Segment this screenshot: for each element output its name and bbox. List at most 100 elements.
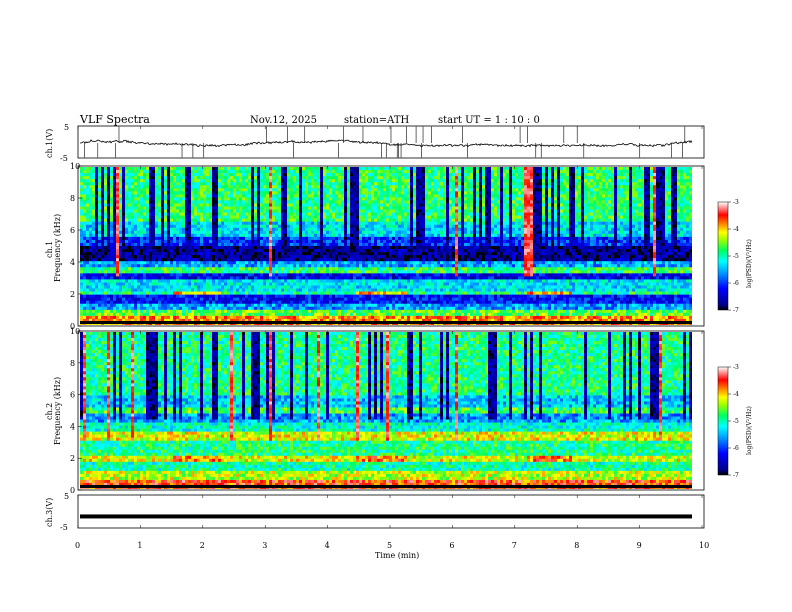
ch1-spectrogram-cell bbox=[323, 233, 327, 238]
ch1-spectrogram-cell bbox=[140, 212, 144, 216]
ch1-spectrogram-cell bbox=[245, 179, 249, 183]
ch1-spectrogram-cell bbox=[122, 267, 126, 271]
ch1-spectrogram-cell bbox=[326, 261, 330, 265]
ch1-spectrogram-cell bbox=[152, 249, 156, 253]
ch1-spectrogram-cell bbox=[140, 276, 144, 280]
ch1-spectrogram-cell bbox=[122, 285, 126, 289]
ch1-spectrogram-cell bbox=[266, 297, 270, 301]
ch1-spectrogram-cell bbox=[203, 170, 207, 174]
ch1-spectrogram-cell bbox=[122, 306, 126, 311]
ch1-spectrogram-cell bbox=[122, 261, 126, 265]
ch1-spectrogram-cell bbox=[197, 242, 201, 247]
ch1-spectrogram-cell bbox=[359, 206, 363, 210]
ch1-spectrogram-column bbox=[92, 167, 96, 325]
ch1-spectrogram-cell bbox=[185, 230, 189, 235]
ch1-spectrogram-cell bbox=[176, 288, 180, 292]
ch1-spectrogram-cell bbox=[107, 182, 111, 186]
ch1-spectrogram-cell bbox=[317, 249, 321, 253]
ch1-spectrogram-cell bbox=[179, 261, 183, 265]
ch1-spectrogram-cell bbox=[287, 303, 291, 308]
ch1-spectrogram-cell bbox=[128, 236, 132, 241]
ch1-spectrogram-cell bbox=[155, 209, 159, 213]
ch1-spectrogram-cell bbox=[296, 242, 300, 247]
ch1-spectrogram-cell bbox=[221, 264, 225, 268]
ch1-spectrogram-cell bbox=[317, 176, 321, 180]
ch1-spectrogram-cell bbox=[224, 179, 228, 183]
ch1-spectrogram-cell bbox=[107, 215, 111, 219]
ch1-spectrogram-cell bbox=[341, 300, 345, 305]
ch1-spectrogram-cell bbox=[248, 242, 252, 247]
ch1-spectrogram-cell bbox=[206, 200, 210, 204]
ch1-spectrogram-column bbox=[185, 167, 189, 325]
ch1-spectrogram-cell bbox=[350, 285, 354, 289]
ch1-spectrogram-cell bbox=[296, 300, 300, 305]
ch1-spectrogram-cell bbox=[140, 221, 144, 226]
ch1-spectrogram-cell bbox=[338, 218, 342, 222]
ch1-spectrogram-cell bbox=[359, 212, 363, 216]
ch1-spectrogram-cell bbox=[194, 197, 198, 201]
ch1-spectrogram-cell bbox=[176, 270, 180, 274]
ch1-spectrogram-cell bbox=[107, 315, 111, 320]
ch1-spectrogram-cell bbox=[80, 194, 84, 198]
ch1-spectrogram-cell bbox=[356, 303, 360, 308]
ch1-spectrogram-cell bbox=[272, 252, 276, 256]
ch1-spectrogram-cell bbox=[209, 173, 213, 177]
ch1-spectrogram-cell bbox=[242, 312, 246, 317]
ch1-spectrogram-cell bbox=[311, 218, 315, 222]
ch1-spectrogram-cell bbox=[221, 233, 225, 238]
ch1-spectrogram-cell bbox=[125, 221, 129, 226]
ch1-spectrogram-cell bbox=[275, 173, 279, 177]
ch1-spectrogram-cell bbox=[287, 215, 291, 219]
ch1-spectrogram-cell bbox=[188, 258, 192, 262]
ch1-spectrogram-cell bbox=[119, 309, 123, 314]
ch1-spectrogram-cell bbox=[245, 282, 249, 286]
ch1-spectrogram-cell bbox=[89, 252, 93, 256]
ch1-spectrogram-cell bbox=[212, 218, 216, 222]
ch1-spectrogram-cell bbox=[302, 246, 306, 250]
ch1-spectrogram-cell bbox=[311, 203, 315, 207]
ch1-spectrogram-cell bbox=[107, 194, 111, 198]
ch1-spectrogram-cell bbox=[134, 221, 138, 226]
ch1-spectrogram-cell bbox=[179, 291, 183, 295]
ch1-spectrogram-cell bbox=[299, 185, 303, 189]
ch1-spectrogram-cell bbox=[221, 206, 225, 210]
ch1-spectrogram-cell bbox=[128, 173, 132, 177]
ch1-spectrogram-cell bbox=[170, 191, 174, 195]
ch1-spectrogram-cell bbox=[128, 288, 132, 292]
ch1-spectrogram-cell bbox=[116, 246, 120, 250]
ch1-spectrogram-cell bbox=[170, 173, 174, 177]
ch1-spectrogram-cell bbox=[149, 261, 153, 265]
ch1-spectrogram-cell bbox=[185, 312, 189, 317]
ch1-spectrogram-cell bbox=[239, 230, 243, 235]
ch1-spectrogram-cell bbox=[227, 252, 231, 256]
ch1-spectrogram-cell bbox=[116, 279, 120, 283]
ch1-spectrogram-cell bbox=[338, 200, 342, 204]
ch1-spectrogram-cell bbox=[326, 197, 330, 201]
ch1-spectrogram-cell bbox=[113, 209, 117, 213]
ch1-spectrogram-cell bbox=[269, 285, 273, 289]
ch1-spectrogram-cell bbox=[239, 209, 243, 213]
ch1-spectrogram-column bbox=[98, 167, 102, 325]
ch1-spectrogram-cell bbox=[290, 282, 294, 286]
ch1-spectrogram-column bbox=[149, 167, 153, 325]
ch1-spectrogram-cell bbox=[116, 273, 120, 277]
ch1-spectrogram-cell bbox=[296, 233, 300, 238]
ch1-spectrogram-cell bbox=[185, 212, 189, 216]
ch1-spectrogram-cell bbox=[341, 236, 345, 241]
ch1-spectrogram-cell bbox=[206, 249, 210, 253]
ch1-spectrogram-cell bbox=[206, 191, 210, 195]
ch1-spectrogram-cell bbox=[311, 276, 315, 280]
ch1-spectrogram-cell bbox=[179, 258, 183, 262]
ch1-spectrogram-cell bbox=[203, 255, 207, 259]
ch1-spectrogram-cell bbox=[281, 224, 285, 229]
ch1-spectrogram-cell bbox=[92, 282, 96, 286]
ch1-spectrogram-cell bbox=[251, 224, 255, 229]
ch1-spectrogram-cell bbox=[143, 194, 147, 198]
ch1-spectrogram-cell bbox=[290, 273, 294, 277]
ch1-spectrogram-cell bbox=[188, 309, 192, 314]
ch1-spectrogram-cell bbox=[242, 230, 246, 235]
ch1-spectrogram-cell bbox=[359, 294, 363, 298]
ch1-spectrogram-cell bbox=[107, 279, 111, 283]
ch1-spectrogram-cell bbox=[338, 206, 342, 210]
ch1-spectrogram-cell bbox=[164, 288, 168, 292]
